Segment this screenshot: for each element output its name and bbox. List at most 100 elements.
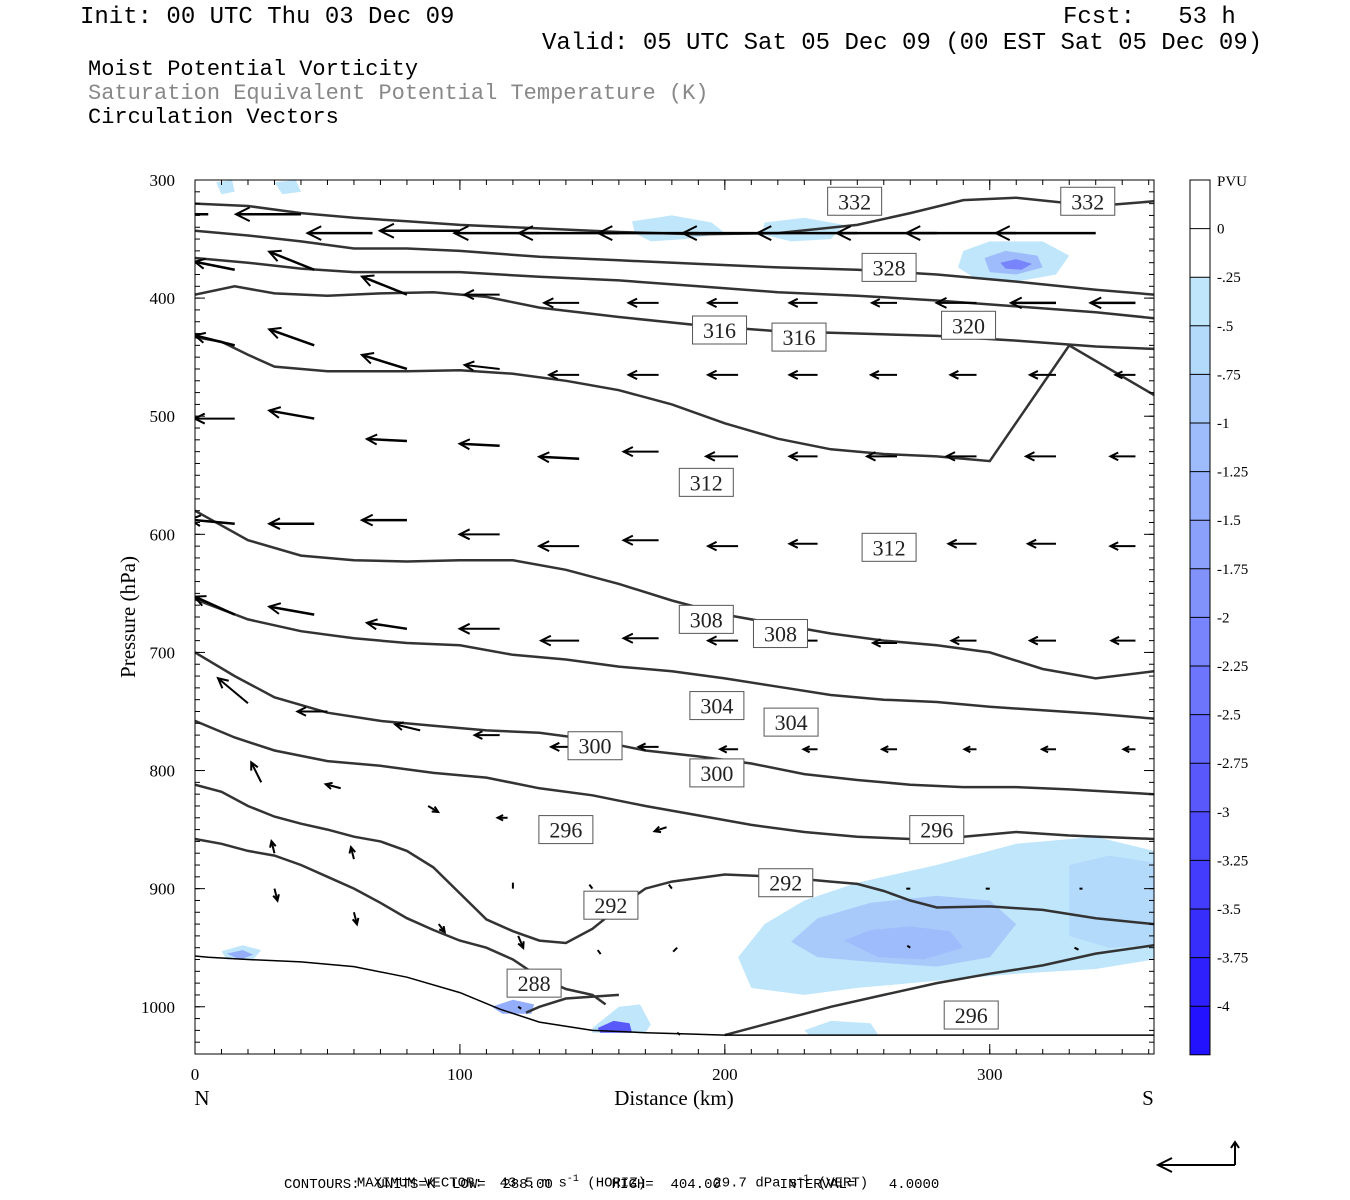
circulation-vector (195, 518, 235, 525)
contour-label-box (827, 186, 883, 216)
colorbar-swatch (1190, 180, 1210, 229)
vector-head (904, 225, 921, 242)
vector-head (705, 297, 718, 308)
colorbar-swatch (1190, 228, 1210, 278)
circulation-vector (250, 761, 263, 783)
circulation-vector (906, 944, 911, 949)
init-time: Init: 00 UTC Thu 03 Dec 09 (80, 4, 455, 31)
vector-head (195, 331, 207, 344)
contour-label-box (689, 758, 745, 788)
colorbar-tick-label: 0 (1217, 222, 1225, 238)
contour-line-296 (195, 783, 1154, 945)
colorbar-swatch (1190, 423, 1210, 472)
colorbar-tick-label: -4 (1217, 999, 1230, 1015)
vector-head (626, 369, 638, 381)
colorbar-swatch (1190, 1006, 1210, 1055)
vector-head (364, 618, 378, 631)
contour-label-box (567, 731, 623, 761)
south-label: S (1142, 1086, 1154, 1110)
contour-label-box (692, 315, 748, 345)
vector-head (517, 941, 525, 950)
circulation-vector (394, 723, 421, 732)
vector-head (472, 730, 483, 740)
horiz-tag: (HORIZ) (587, 1175, 647, 1192)
contour-label: 316 (703, 318, 736, 343)
contour-line-312 (195, 509, 1154, 680)
contour-info: CONTOURS: UNITS=K LOW= 288.00 HIGH= 404.… (284, 1177, 940, 1193)
vector-head (1121, 745, 1130, 754)
colorbar-tick-label: -2.5 (1217, 708, 1241, 724)
vector-head (457, 622, 471, 635)
vector-head (195, 412, 206, 425)
contour-label-box (678, 604, 734, 634)
vert-tag: (VERT) (817, 1175, 869, 1192)
forecast-hour: Fcst: 53 h (1063, 4, 1236, 31)
contour-label-box (752, 619, 808, 649)
contour-label: 296 (955, 1003, 988, 1028)
vector-head (536, 540, 550, 553)
vector-head (868, 370, 880, 380)
vector-head (1088, 296, 1102, 310)
contour-label: 332 (1071, 189, 1104, 214)
colorbar-tick-label: -1 (1217, 416, 1230, 432)
contour-label-box (941, 310, 997, 340)
contour-label: 292 (769, 871, 802, 896)
vector-head (946, 538, 958, 549)
contour-line-324 (195, 256, 1154, 320)
vector-head (272, 894, 280, 903)
contour-label-box (861, 252, 917, 282)
vector-head (1113, 370, 1123, 380)
colorbar-tick-label: -3.5 (1217, 902, 1241, 918)
y-tick-label: 400 (150, 289, 176, 308)
contour-line-316 (195, 335, 1154, 463)
vector-head (541, 297, 554, 309)
colorbar-tick-label: -.5 (1217, 319, 1233, 335)
vector-head (1027, 370, 1039, 380)
vector-head (495, 814, 504, 822)
vector-head (1008, 296, 1023, 310)
valid-time: Valid: 05 UTC Sat 05 Dec 09 (00 EST Sat … (542, 30, 1263, 57)
contour-label-box (909, 815, 965, 845)
vector-head (705, 540, 718, 552)
pv-patch-2 (1069, 855, 1154, 948)
contour-label: 304 (700, 694, 733, 719)
vector-head (377, 222, 395, 239)
vector-head (233, 206, 251, 223)
y-tick-label: 600 (150, 525, 176, 544)
circulation-vector (1074, 946, 1079, 951)
vector-head (267, 249, 282, 262)
colorbar-swatch (1190, 374, 1210, 423)
vector-head (705, 369, 718, 381)
vector-head (621, 534, 634, 546)
vector-head (621, 632, 634, 644)
pv-patch-15 (274, 180, 301, 195)
vector-head (536, 451, 550, 464)
vector-head (359, 274, 375, 287)
contour-label: 312 (690, 470, 723, 495)
vector-head (359, 513, 374, 527)
vector-head (348, 844, 356, 854)
vector-head (703, 451, 716, 462)
vector-head (216, 676, 229, 689)
contour-label-box (771, 322, 827, 352)
colorbar-tick-label: -2.25 (1217, 659, 1248, 675)
circulation-vector (676, 1031, 681, 1036)
y-tick-label: 800 (150, 762, 176, 781)
vector-head (636, 742, 647, 752)
vector-head (266, 517, 281, 530)
circulation-vector (195, 260, 235, 271)
contour-line-288 (525, 993, 619, 1014)
vector-head (787, 451, 799, 462)
y-axis-label: Pressure (hPa) (116, 556, 140, 678)
pv-patch-14 (216, 180, 235, 195)
contour-label-box (943, 1000, 999, 1030)
vector-head (879, 745, 889, 754)
vector-head (457, 438, 471, 451)
circulation-vector (361, 353, 408, 371)
vector-head (138, 207, 152, 221)
contour-label: 296 (549, 818, 582, 843)
vector-head (755, 225, 772, 242)
pv-patch-10 (597, 1020, 633, 1033)
contour-label: 288 (518, 971, 551, 996)
